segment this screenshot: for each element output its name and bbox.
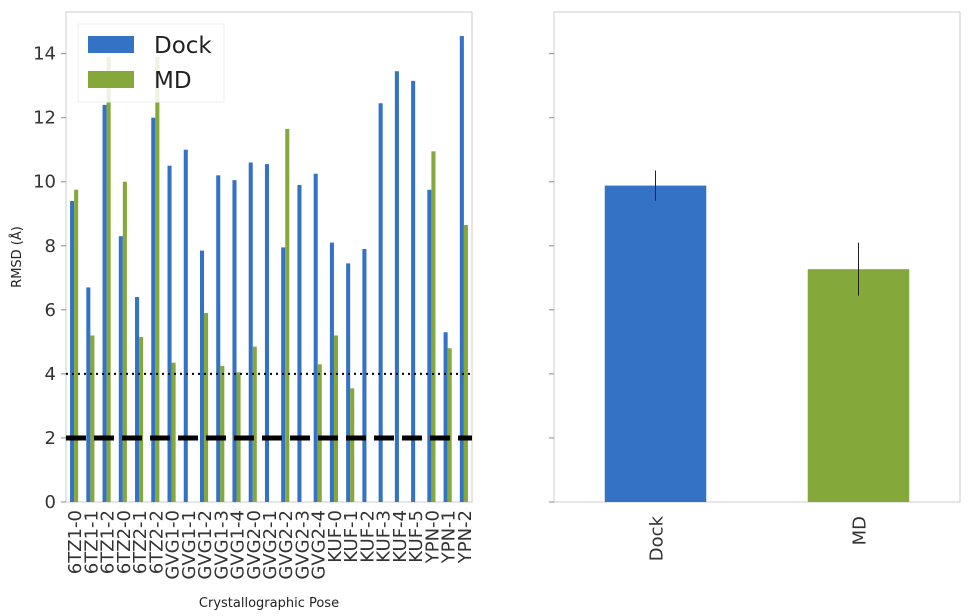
bar-md-YPN-0 bbox=[431, 151, 436, 502]
left-xtick-label: GVG1-3 bbox=[211, 510, 232, 580]
bar-dock-GVG1-0 bbox=[167, 165, 172, 503]
bar-dock-GVG2-0 bbox=[248, 162, 253, 502]
bar-md-GVG2-2 bbox=[285, 128, 290, 502]
bar-dock-6TZ1-0 bbox=[70, 200, 75, 502]
bar-dock-GVG1-1 bbox=[183, 149, 188, 502]
left-xtick-label: 6TZ1-1 bbox=[81, 510, 102, 574]
bar-mean-MD bbox=[807, 269, 910, 502]
left-ytick-label: 12 bbox=[33, 108, 56, 129]
left-xtick-label: GVG1-4 bbox=[228, 510, 249, 580]
legend-label-dock: Dock bbox=[154, 33, 212, 59]
bar-dock-6TZ1-2 bbox=[102, 104, 107, 502]
bar-dock-KUF-3 bbox=[378, 103, 383, 503]
bar-dock-GVG1-2 bbox=[199, 250, 205, 502]
left-xtick-label: GVG2-2 bbox=[276, 510, 297, 580]
left-xtick-label: KUF-2 bbox=[357, 510, 378, 563]
left-xtick-label: GVG2-0 bbox=[244, 510, 265, 580]
left-xtick-label: 6TZ1-2 bbox=[98, 510, 119, 574]
left-y-ticks: 0 2 4 6 8 10 12 14 bbox=[33, 44, 66, 513]
bar-dock-KUF-5 bbox=[411, 80, 416, 503]
left-ytick-label: 10 bbox=[33, 172, 56, 193]
bar-dock-6TZ2-0 bbox=[118, 236, 123, 502]
bar-dock-YPN-0 bbox=[427, 189, 432, 502]
bar-md-6TZ1-1 bbox=[90, 335, 95, 502]
bar-md-YPN-2 bbox=[463, 224, 468, 502]
bar-dock-6TZ1-1 bbox=[86, 287, 91, 502]
bar-dock-YPN-1 bbox=[443, 332, 448, 502]
bar-md-KUF-0 bbox=[333, 335, 339, 502]
left-x-ticks: 6TZ1-06TZ1-16TZ1-26TZ2-06TZ2-16TZ2-2GVG1… bbox=[65, 510, 476, 580]
bar-dock-GVG2-1 bbox=[264, 164, 269, 502]
right-axes-frame bbox=[553, 11, 961, 503]
left-xtick-label: GVG2-3 bbox=[292, 510, 313, 580]
left-xtick-label: KUF-3 bbox=[374, 510, 395, 563]
bar-md-6TZ2-0 bbox=[122, 181, 127, 503]
left-xtick-label: 6TZ1-0 bbox=[65, 510, 86, 574]
left-xtick-label: YPN-1 bbox=[439, 510, 460, 564]
legend-swatch-dock bbox=[88, 36, 134, 53]
left-ytick-label: 4 bbox=[45, 364, 56, 385]
left-bars bbox=[70, 36, 468, 503]
left-xtick-label: 6TZ2-0 bbox=[114, 510, 135, 574]
bar-dock-KUF-0 bbox=[329, 242, 334, 502]
bar-md-GVG1-0 bbox=[171, 362, 176, 502]
right-xtick-label: Dock bbox=[647, 515, 668, 561]
left-xtick-label: KUF-4 bbox=[390, 510, 411, 563]
left-xtick-label: KUF-1 bbox=[341, 510, 362, 563]
bar-dock-GVG1-3 bbox=[216, 175, 221, 502]
bar-dock-KUF-2 bbox=[362, 248, 367, 502]
legend: Dock MD bbox=[77, 23, 225, 103]
left-ytick-label: 8 bbox=[45, 236, 56, 257]
left-xtick-label: 6TZ2-1 bbox=[130, 510, 151, 574]
left-xtick-label: YPN-2 bbox=[455, 510, 476, 564]
left-xtick-label: YPN-0 bbox=[422, 510, 443, 564]
bar-dock-GVG2-3 bbox=[297, 184, 302, 502]
reference-lines bbox=[66, 372, 472, 441]
bar-mean-Dock bbox=[604, 185, 707, 502]
bar-md-6TZ2-1 bbox=[139, 337, 144, 502]
x-axis-label: Crystallographic Pose bbox=[199, 596, 339, 611]
bar-dock-KUF-1 bbox=[346, 263, 351, 502]
legend-label-md: MD bbox=[154, 68, 192, 94]
bar-md-6TZ1-0 bbox=[74, 189, 79, 502]
bar-md-GVG2-4 bbox=[317, 364, 322, 502]
bar-dock-GVG2-4 bbox=[313, 173, 318, 503]
left-ytick-label: 14 bbox=[33, 44, 56, 65]
bar-md-YPN-1 bbox=[447, 348, 452, 502]
left-xtick-label: GVG2-1 bbox=[260, 510, 281, 580]
bar-dock-6TZ2-1 bbox=[135, 297, 140, 502]
left-xtick-label: GVG1-0 bbox=[163, 510, 184, 580]
bar-md-6TZ2-2 bbox=[155, 56, 160, 503]
bar-dock-6TZ2-2 bbox=[151, 117, 156, 502]
legend-swatch-md bbox=[88, 71, 134, 88]
bar-md-KUF-1 bbox=[350, 388, 355, 502]
bar-md-6TZ1-2 bbox=[106, 56, 111, 503]
right-bars bbox=[604, 170, 910, 502]
right-xtick-label: MD bbox=[850, 516, 871, 545]
left-xtick-label: KUF-0 bbox=[325, 510, 346, 563]
bar-dock-YPN-2 bbox=[459, 36, 464, 503]
left-xtick-label: GVG1-2 bbox=[195, 510, 216, 580]
left-xtick-label: 6TZ2-2 bbox=[146, 510, 167, 574]
right-x-ticks: Dock MD bbox=[647, 515, 871, 561]
bar-md-GVG1-2 bbox=[204, 313, 209, 502]
left-ytick-label: 6 bbox=[45, 300, 56, 321]
bar-md-GVG2-0 bbox=[252, 346, 257, 502]
y-axis-label: RMSD (Å) bbox=[9, 226, 25, 288]
left-xtick-label: GVG2-4 bbox=[309, 510, 330, 580]
left-ytick-label: 0 bbox=[45, 492, 56, 513]
left-ytick-label: 2 bbox=[45, 428, 56, 449]
bar-md-GVG1-3 bbox=[220, 365, 225, 502]
bar-dock-KUF-4 bbox=[394, 71, 399, 502]
left-xtick-label: GVG1-1 bbox=[179, 510, 200, 580]
bar-dock-GVG1-4 bbox=[232, 180, 237, 502]
left-xtick-label: KUF-5 bbox=[406, 510, 427, 563]
right-y-ticks bbox=[549, 53, 554, 503]
